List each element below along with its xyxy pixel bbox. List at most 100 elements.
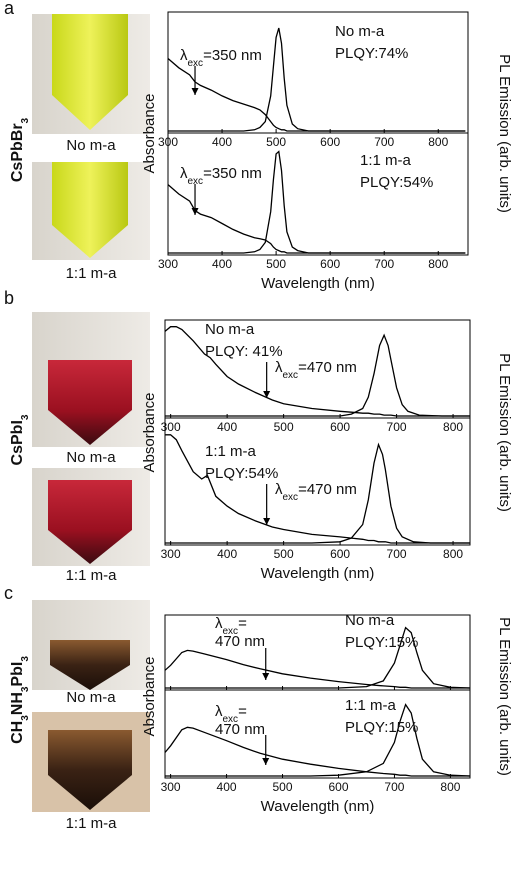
x-tick-label: 700 — [384, 780, 404, 794]
spectrum — [167, 58, 466, 132]
x-tick-label: 700 — [387, 420, 407, 434]
photo-caption: No m-a — [66, 137, 116, 154]
photo-caption: 1:1 m-a — [66, 265, 118, 282]
x-tick-label: 800 — [428, 257, 448, 271]
y2-axis-label: PL Emission (arb. units) — [496, 617, 513, 776]
x-tick-label: 400 — [217, 420, 237, 434]
compound-part: CsPbBr — [9, 123, 26, 182]
x-tick-label: 300 — [161, 547, 181, 561]
x-axis-label: Wavelength (nm) — [261, 798, 375, 815]
spectrum — [165, 434, 470, 544]
plqy-label: PLQY:15% — [345, 719, 418, 736]
tube — [50, 640, 130, 690]
x-tick-label: 500 — [266, 257, 286, 271]
x-tick-label: 800 — [428, 135, 448, 149]
y-axis-label: Absorbance — [141, 93, 158, 173]
compound-part: 3 — [20, 686, 31, 692]
y2-axis-label: PL Emission (arb. units) — [496, 353, 513, 512]
spectrum — [164, 726, 470, 777]
excitation-symbol: λ — [180, 47, 188, 64]
sample-label: 1:1 m-a — [360, 152, 412, 169]
spectrum — [165, 442, 470, 544]
excitation-symbol: λ — [180, 165, 188, 182]
x-tick-label: 400 — [217, 780, 237, 794]
x-tick-label: 700 — [374, 257, 394, 271]
excitation-sub: exc — [223, 626, 239, 637]
excitation-sub: exc — [188, 176, 204, 187]
excitation-text: =350 nm — [203, 165, 262, 182]
compound: CsPbI3 — [9, 414, 31, 465]
y2-axis-label: PL Emission (arb. units) — [496, 54, 513, 213]
plqy-label: PLQY: 41% — [205, 343, 283, 360]
plot-frame — [164, 417, 471, 546]
x-tick-label: 400 — [217, 547, 237, 561]
tube — [48, 480, 132, 564]
compound-part: 3 — [20, 414, 31, 420]
compound-part: PbI — [9, 662, 26, 687]
excitation-text: =470 nm — [298, 481, 357, 498]
excitation-text: = — [238, 615, 247, 632]
spectrum — [168, 150, 466, 254]
sample-label: 1:1 m-a — [345, 697, 397, 714]
compound-part: 3 — [20, 117, 31, 123]
x-tick-label: 400 — [212, 257, 232, 271]
y-axis-label: Absorbance — [141, 656, 158, 736]
x-tick-label: 700 — [374, 135, 394, 149]
arrow-head — [262, 758, 270, 765]
x-tick-label: 500 — [274, 547, 294, 561]
x-tick-label: 600 — [320, 257, 340, 271]
compound: CH3NH3PbI3 — [9, 656, 31, 744]
excitation-text: 470 nm — [215, 721, 265, 738]
photos — [32, 14, 150, 812]
x-tick-label: 600 — [320, 135, 340, 149]
compound-part: 3 — [20, 656, 31, 662]
x-tick-label: 800 — [443, 420, 463, 434]
x-tick-label: 300 — [161, 420, 181, 434]
plot-frame — [167, 132, 469, 256]
plot-frame — [164, 689, 471, 779]
excitation-text: = — [238, 703, 247, 720]
x-tick-label: 500 — [273, 780, 293, 794]
sample-label: 1:1 m-a — [205, 443, 257, 460]
excitation-symbol: λ — [215, 703, 223, 720]
arrow-head — [263, 391, 271, 398]
photo-caption: No m-a — [66, 449, 116, 466]
excitation-symbol: λ — [275, 481, 283, 498]
arrow-head — [262, 673, 270, 680]
excitation-sub: exc — [283, 370, 299, 381]
compound-part: NH — [9, 692, 26, 715]
tube — [48, 730, 132, 810]
arrow-head — [191, 208, 199, 215]
x-tick-label: 300 — [161, 780, 181, 794]
panel-letter: c — [4, 583, 13, 603]
spectrum — [165, 703, 471, 777]
plqy-label: PLQY:74% — [335, 45, 408, 62]
sample-label: No m-a — [205, 321, 255, 338]
plqy-label: PLQY:15% — [345, 634, 418, 651]
x-tick-label: 800 — [440, 780, 460, 794]
x-tick-label: 600 — [330, 420, 350, 434]
excitation-sub: exc — [188, 58, 204, 69]
compound-part: CH — [9, 721, 26, 744]
excitation-label: λexc=470 nm — [275, 481, 357, 503]
photo-caption: No m-a — [66, 689, 116, 706]
plqy-label: PLQY:54% — [205, 465, 278, 482]
plot-frame — [167, 11, 469, 134]
spectrum — [164, 326, 470, 417]
tube — [48, 360, 132, 445]
excitation-sub: exc — [223, 714, 239, 725]
arrow-head — [263, 518, 271, 525]
panel-letter: b — [4, 288, 14, 308]
excitation-symbol: λ — [215, 615, 223, 632]
x-tick-label: 500 — [274, 420, 294, 434]
excitation-text: =470 nm — [298, 359, 357, 376]
photo-caption: 1:1 m-a — [66, 815, 118, 832]
excitation-sub: exc — [283, 492, 299, 503]
excitation-text: =350 nm — [203, 47, 262, 64]
sample-label: No m-a — [335, 23, 385, 40]
x-axis-label: Wavelength (nm) — [261, 275, 375, 292]
x-tick-label: 800 — [443, 547, 463, 561]
compound: CsPbBr3 — [9, 117, 31, 182]
tube — [52, 162, 128, 258]
